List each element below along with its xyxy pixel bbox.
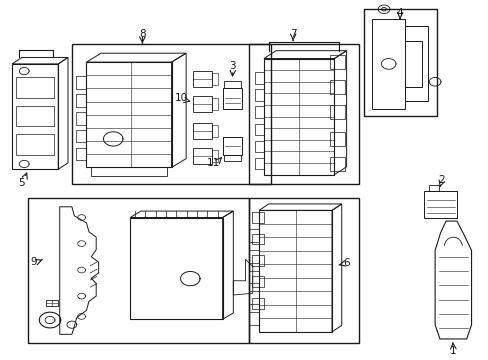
Text: 4: 4 xyxy=(396,8,403,18)
Text: 11: 11 xyxy=(207,158,220,168)
Text: 2: 2 xyxy=(437,175,444,185)
Text: 8: 8 xyxy=(139,28,145,39)
Text: 9: 9 xyxy=(31,257,37,267)
Text: 10: 10 xyxy=(174,93,187,103)
Text: 5: 5 xyxy=(19,177,25,188)
Text: 7: 7 xyxy=(289,28,296,39)
Text: 6: 6 xyxy=(343,258,349,268)
Text: 1: 1 xyxy=(449,346,456,356)
Text: 3: 3 xyxy=(229,61,236,71)
